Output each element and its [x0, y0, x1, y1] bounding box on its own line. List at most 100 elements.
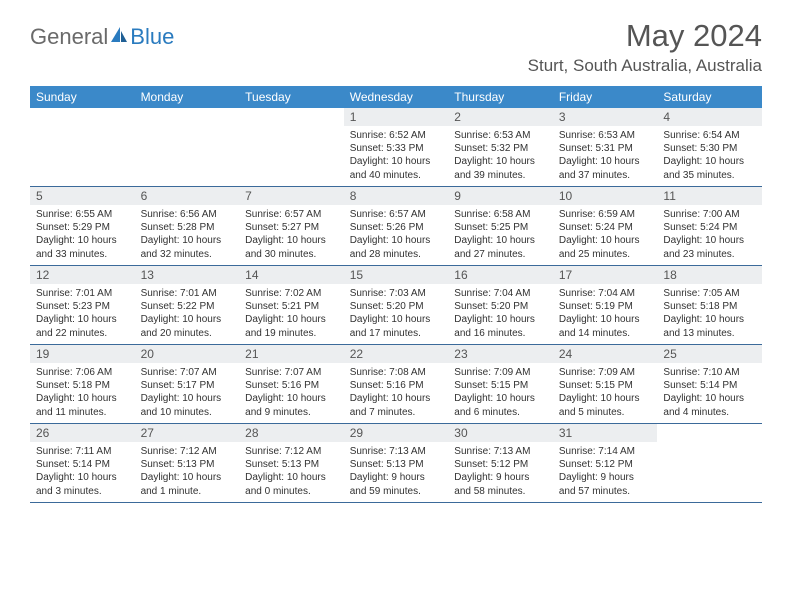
day-details: Sunrise: 7:12 AMSunset: 5:13 PMDaylight:… [239, 442, 344, 502]
day-number: 2 [448, 108, 553, 126]
calendar-cell: 10Sunrise: 6:59 AMSunset: 5:24 PMDayligh… [553, 187, 658, 265]
day-details: Sunrise: 7:04 AMSunset: 5:20 PMDaylight:… [448, 284, 553, 344]
day-number: 28 [239, 424, 344, 442]
sunrise-text: Sunrise: 6:53 AM [454, 129, 547, 142]
sunset-text: Sunset: 5:15 PM [454, 379, 547, 392]
daylight-text: Daylight: 10 hours and 28 minutes. [350, 234, 443, 260]
day-number: 1 [344, 108, 449, 126]
calendar-cell: 26Sunrise: 7:11 AMSunset: 5:14 PMDayligh… [30, 424, 135, 502]
day-number: 13 [135, 266, 240, 284]
sunrise-text: Sunrise: 6:57 AM [245, 208, 338, 221]
calendar-week: 12Sunrise: 7:01 AMSunset: 5:23 PMDayligh… [30, 266, 762, 345]
daylight-text: Daylight: 10 hours and 7 minutes. [350, 392, 443, 418]
sunrise-text: Sunrise: 7:04 AM [559, 287, 652, 300]
day-header: Sunday [30, 86, 135, 108]
logo-text-blue: Blue [130, 24, 174, 50]
day-details: Sunrise: 7:13 AMSunset: 5:12 PMDaylight:… [448, 442, 553, 502]
sunset-text: Sunset: 5:27 PM [245, 221, 338, 234]
day-details: Sunrise: 7:10 AMSunset: 5:14 PMDaylight:… [657, 363, 762, 423]
day-details: Sunrise: 7:09 AMSunset: 5:15 PMDaylight:… [553, 363, 658, 423]
day-details: Sunrise: 7:04 AMSunset: 5:19 PMDaylight:… [553, 284, 658, 344]
day-details: Sunrise: 7:01 AMSunset: 5:22 PMDaylight:… [135, 284, 240, 344]
day-header: Monday [135, 86, 240, 108]
day-details: Sunrise: 6:53 AMSunset: 5:31 PMDaylight:… [553, 126, 658, 186]
day-details: Sunrise: 6:58 AMSunset: 5:25 PMDaylight:… [448, 205, 553, 265]
sunset-text: Sunset: 5:13 PM [245, 458, 338, 471]
day-number [239, 108, 344, 112]
day-details: Sunrise: 7:13 AMSunset: 5:13 PMDaylight:… [344, 442, 449, 502]
sunrise-text: Sunrise: 7:09 AM [454, 366, 547, 379]
daylight-text: Daylight: 10 hours and 32 minutes. [141, 234, 234, 260]
calendar-cell: 9Sunrise: 6:58 AMSunset: 5:25 PMDaylight… [448, 187, 553, 265]
sunset-text: Sunset: 5:12 PM [559, 458, 652, 471]
day-number [135, 108, 240, 112]
calendar-cell: 4Sunrise: 6:54 AMSunset: 5:30 PMDaylight… [657, 108, 762, 186]
calendar-week: 5Sunrise: 6:55 AMSunset: 5:29 PMDaylight… [30, 187, 762, 266]
day-number: 10 [553, 187, 658, 205]
day-number: 6 [135, 187, 240, 205]
day-number: 24 [553, 345, 658, 363]
day-number: 27 [135, 424, 240, 442]
calendar-cell: 29Sunrise: 7:13 AMSunset: 5:13 PMDayligh… [344, 424, 449, 502]
calendar-cell: 28Sunrise: 7:12 AMSunset: 5:13 PMDayligh… [239, 424, 344, 502]
day-details: Sunrise: 7:09 AMSunset: 5:15 PMDaylight:… [448, 363, 553, 423]
calendar-cell [657, 424, 762, 502]
day-header: Thursday [448, 86, 553, 108]
sunset-text: Sunset: 5:17 PM [141, 379, 234, 392]
day-number: 7 [239, 187, 344, 205]
sail-icon [109, 25, 129, 50]
day-details: Sunrise: 7:07 AMSunset: 5:17 PMDaylight:… [135, 363, 240, 423]
calendar-cell: 16Sunrise: 7:04 AMSunset: 5:20 PMDayligh… [448, 266, 553, 344]
day-details: Sunrise: 6:59 AMSunset: 5:24 PMDaylight:… [553, 205, 658, 265]
daylight-text: Daylight: 10 hours and 23 minutes. [663, 234, 756, 260]
sunrise-text: Sunrise: 6:53 AM [559, 129, 652, 142]
sunrise-text: Sunrise: 7:07 AM [245, 366, 338, 379]
sunrise-text: Sunrise: 7:11 AM [36, 445, 129, 458]
calendar-cell: 25Sunrise: 7:10 AMSunset: 5:14 PMDayligh… [657, 345, 762, 423]
daylight-text: Daylight: 10 hours and 1 minute. [141, 471, 234, 497]
day-header: Wednesday [344, 86, 449, 108]
sunrise-text: Sunrise: 7:01 AM [141, 287, 234, 300]
daylight-text: Daylight: 10 hours and 30 minutes. [245, 234, 338, 260]
sunrise-text: Sunrise: 6:56 AM [141, 208, 234, 221]
day-number: 31 [553, 424, 658, 442]
calendar-cell: 22Sunrise: 7:08 AMSunset: 5:16 PMDayligh… [344, 345, 449, 423]
calendar-cell: 20Sunrise: 7:07 AMSunset: 5:17 PMDayligh… [135, 345, 240, 423]
sunset-text: Sunset: 5:23 PM [36, 300, 129, 313]
day-number [657, 424, 762, 428]
day-details: Sunrise: 6:57 AMSunset: 5:27 PMDaylight:… [239, 205, 344, 265]
day-details: Sunrise: 6:53 AMSunset: 5:32 PMDaylight:… [448, 126, 553, 186]
sunset-text: Sunset: 5:20 PM [454, 300, 547, 313]
day-number: 17 [553, 266, 658, 284]
day-details: Sunrise: 7:07 AMSunset: 5:16 PMDaylight:… [239, 363, 344, 423]
calendar-cell: 21Sunrise: 7:07 AMSunset: 5:16 PMDayligh… [239, 345, 344, 423]
sunset-text: Sunset: 5:12 PM [454, 458, 547, 471]
daylight-text: Daylight: 10 hours and 3 minutes. [36, 471, 129, 497]
day-number: 12 [30, 266, 135, 284]
calendar-cell: 2Sunrise: 6:53 AMSunset: 5:32 PMDaylight… [448, 108, 553, 186]
daylight-text: Daylight: 10 hours and 40 minutes. [350, 155, 443, 181]
day-number: 30 [448, 424, 553, 442]
day-header: Friday [553, 86, 658, 108]
daylight-text: Daylight: 10 hours and 0 minutes. [245, 471, 338, 497]
daylight-text: Daylight: 10 hours and 19 minutes. [245, 313, 338, 339]
day-number: 16 [448, 266, 553, 284]
calendar-week: 1Sunrise: 6:52 AMSunset: 5:33 PMDaylight… [30, 108, 762, 187]
calendar-cell: 15Sunrise: 7:03 AMSunset: 5:20 PMDayligh… [344, 266, 449, 344]
calendar-cell: 12Sunrise: 7:01 AMSunset: 5:23 PMDayligh… [30, 266, 135, 344]
header: General Blue May 2024 Sturt, South Austr… [0, 0, 792, 82]
calendar-week: 19Sunrise: 7:06 AMSunset: 5:18 PMDayligh… [30, 345, 762, 424]
sunset-text: Sunset: 5:31 PM [559, 142, 652, 155]
daylight-text: Daylight: 10 hours and 33 minutes. [36, 234, 129, 260]
calendar-cell: 31Sunrise: 7:14 AMSunset: 5:12 PMDayligh… [553, 424, 658, 502]
sunrise-text: Sunrise: 7:01 AM [36, 287, 129, 300]
daylight-text: Daylight: 10 hours and 25 minutes. [559, 234, 652, 260]
day-number: 23 [448, 345, 553, 363]
day-details: Sunrise: 7:03 AMSunset: 5:20 PMDaylight:… [344, 284, 449, 344]
daylight-text: Daylight: 10 hours and 39 minutes. [454, 155, 547, 181]
day-details: Sunrise: 6:52 AMSunset: 5:33 PMDaylight:… [344, 126, 449, 186]
day-number [30, 108, 135, 112]
sunrise-text: Sunrise: 6:52 AM [350, 129, 443, 142]
calendar-cell: 17Sunrise: 7:04 AMSunset: 5:19 PMDayligh… [553, 266, 658, 344]
sunset-text: Sunset: 5:14 PM [663, 379, 756, 392]
